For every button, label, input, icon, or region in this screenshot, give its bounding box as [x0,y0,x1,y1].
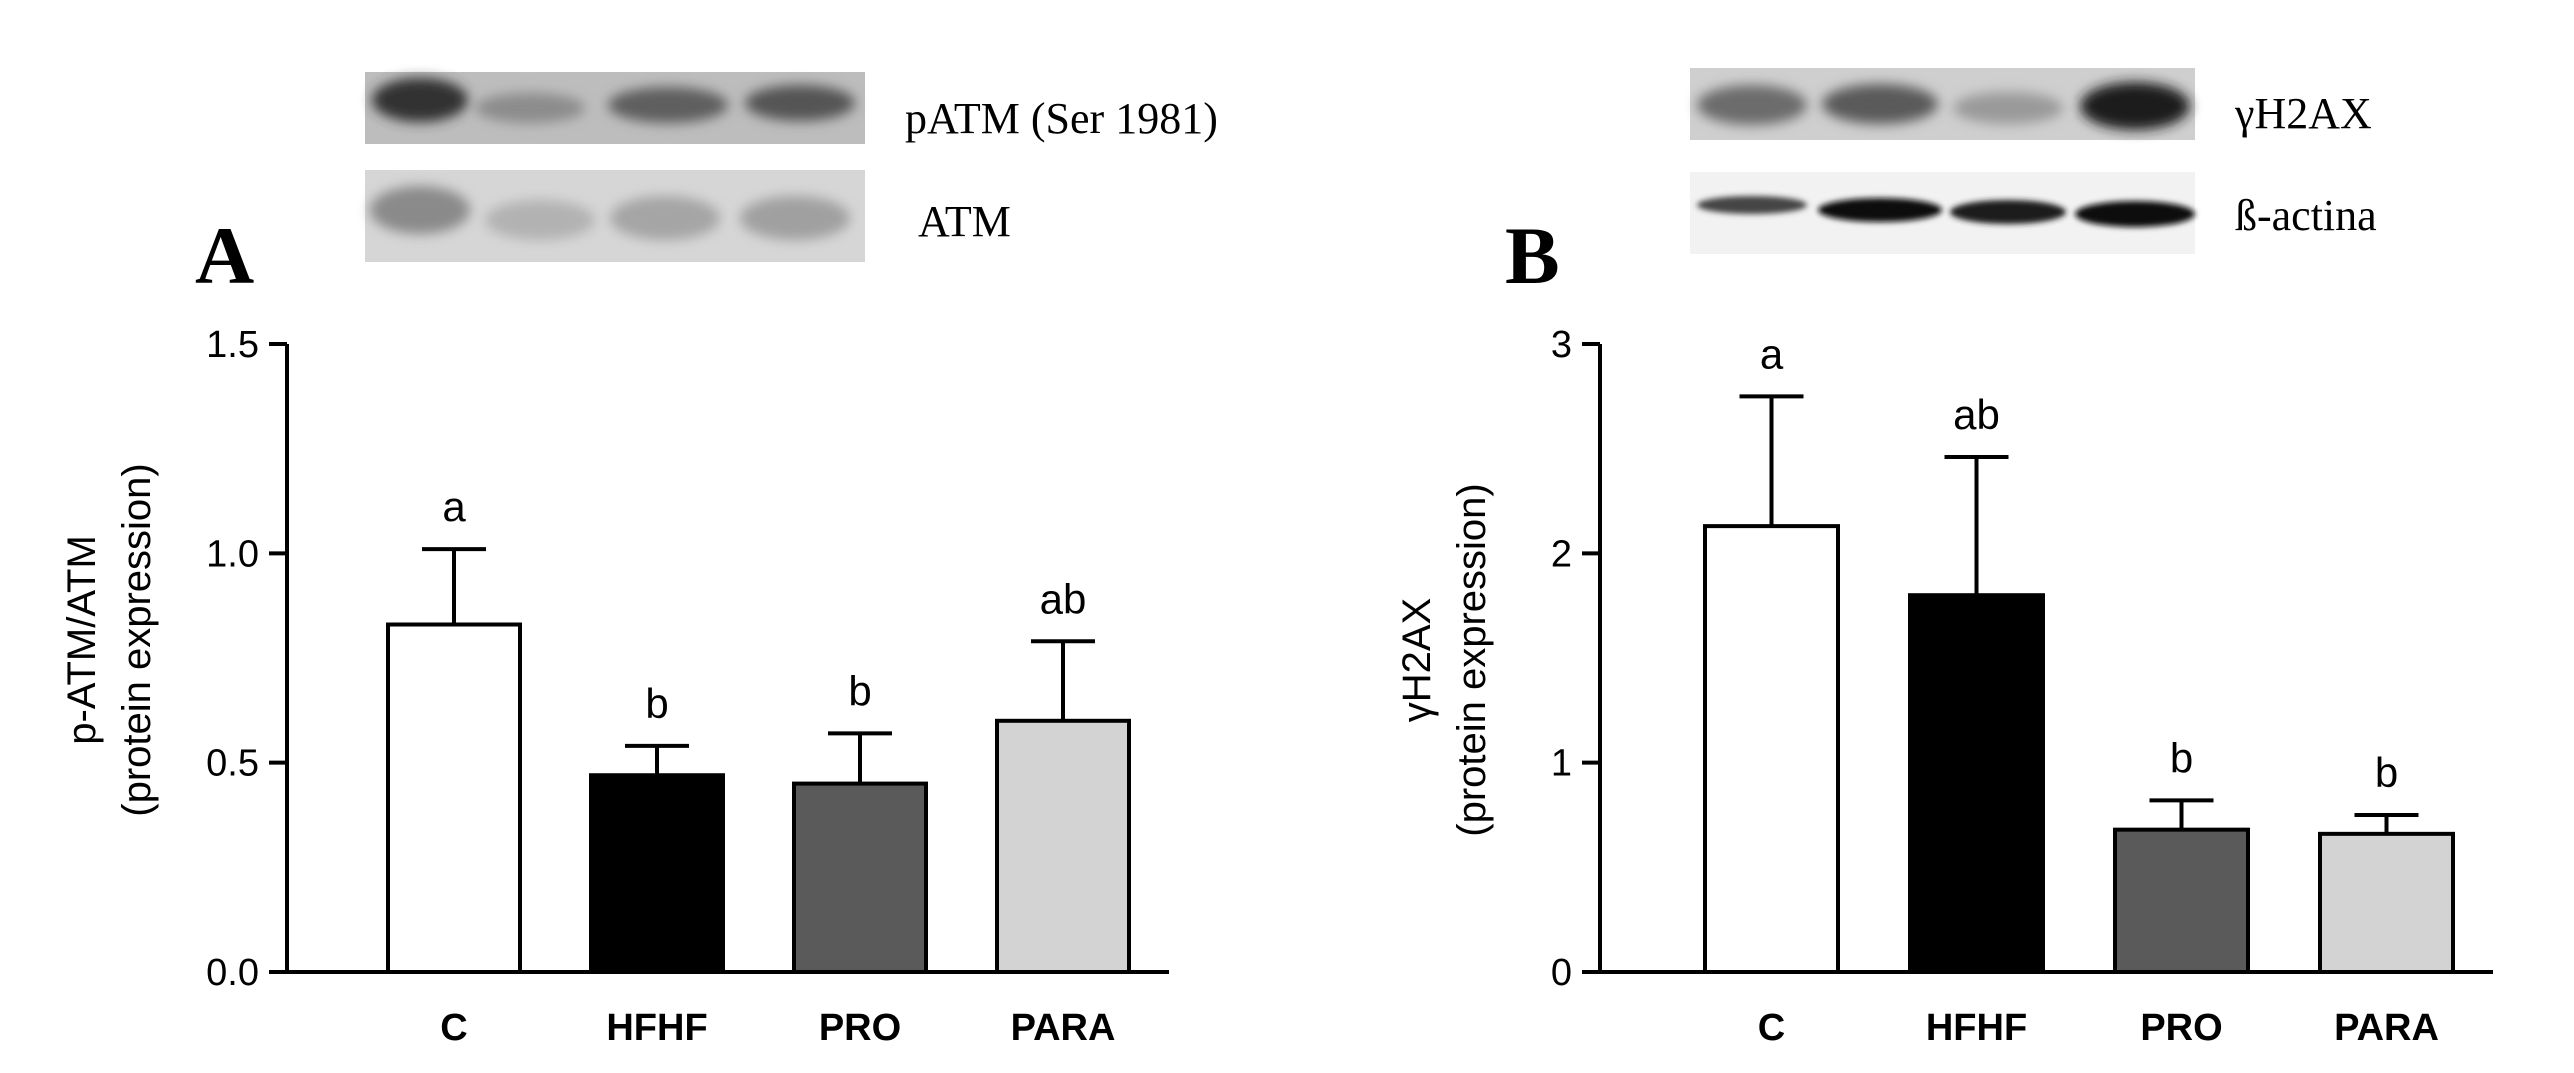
blot-label-atm: ATM [918,197,1011,246]
x-tick-label-b: C [1758,1007,1785,1049]
sig-label-b: ab [1953,391,2000,438]
panel-a-blots [365,72,865,262]
y-axis-label-b-line1: γH2AX [1395,598,1439,723]
blot-atm [365,170,865,262]
x-tick-labels-a: C HFHF PRO PARA [440,1007,1115,1049]
bar-a-para [995,718,1131,974]
x-tick-label-b: PRO [2140,1007,2222,1049]
y-tick-label-b: 1 [1551,743,1572,785]
sig-label-a: a [442,483,466,530]
bar-a-c [386,622,522,974]
blot-label-patm: pATM (Ser 1981) [905,94,1218,143]
y-axis-label-a-line1: p-ATM/ATM [60,535,104,745]
x-tick-label-a: PARA [1011,1007,1116,1049]
y-tick-label-b: 0 [1551,952,1572,994]
bar-a-hfhf [589,773,725,975]
blot-actin [1690,172,2195,254]
bars-a [386,622,1131,975]
blot-patm [365,72,865,144]
error-bars-a [422,547,1095,784]
y-axis-b: 0 1 2 3 [1551,324,1602,994]
y-tick-label-a: 1.5 [206,324,259,366]
sig-labels-a: ab bab [442,483,1086,727]
panel-a: pATM (Ser 1981) ATM A 0.00.51.01.5 ab bab… [60,72,1218,1049]
panel-letter-a: A [195,210,254,301]
x-tick-label-b: PARA [2334,1007,2439,1049]
chart-a: 0.00.51.01.5 ab bab C HFHF PRO PARA p-ATM/AT… [60,324,1169,1049]
error-bars-b [1739,394,2419,834]
x-tick-label-a: HFHF [606,1007,707,1049]
y-axis-label-a-line2: (protein expression) [115,463,159,817]
bar-b-hfhf [1908,593,2045,974]
x-tick-labels-b: C HFHF PRO PARA [1758,1007,2439,1049]
blot-gh2ax [1690,68,2195,140]
x-tick-label-b: HFHF [1926,1007,2027,1049]
bar-b-c [1703,524,1840,974]
blot-label-gh2ax: γH2AX [2234,89,2372,138]
panel-b-blots [1690,68,2195,254]
y-axis-label-b-line2: (protein expression) [1450,483,1494,837]
y-tick-label-a: 1.0 [206,533,259,575]
x-tick-label-a: PRO [819,1007,901,1049]
blot-label-actin: ß-actina [2235,191,2377,240]
y-tick-label-b: 2 [1551,533,1572,575]
y-tick-label-a: 0.0 [206,952,259,994]
bar-b-para [2318,831,2455,975]
bar-b-pro [2113,827,2250,974]
chart-b: 0 1 2 3 a ab b b C HFHF PRO PARA γH2AX (protein e… [1395,324,2493,1049]
panel-letter-b: B [1505,210,1560,301]
y-tick-label-a: 0.5 [206,743,259,785]
sig-labels-b: a ab b b [1760,330,2398,796]
sig-label-b: a [1760,330,1784,377]
y-axis-a: 0.0 0.5 1.0 1.5 [206,324,289,994]
sig-label-a: ab [1040,575,1087,622]
sig-label-b: b [2170,734,2193,781]
sig-label-b: b [2375,749,2398,796]
bars-b [1703,524,2455,975]
panel-b: γH2AX ß-actina B 0 1 2 3 a ab b b C HFHF PRO PARA… [1395,68,2493,1049]
sig-label-a: b [848,667,871,714]
bar-a-pro [792,781,928,974]
y-tick-label-b: 3 [1551,324,1572,366]
x-tick-label-a: C [440,1007,467,1049]
sig-label-a: b [645,680,668,727]
